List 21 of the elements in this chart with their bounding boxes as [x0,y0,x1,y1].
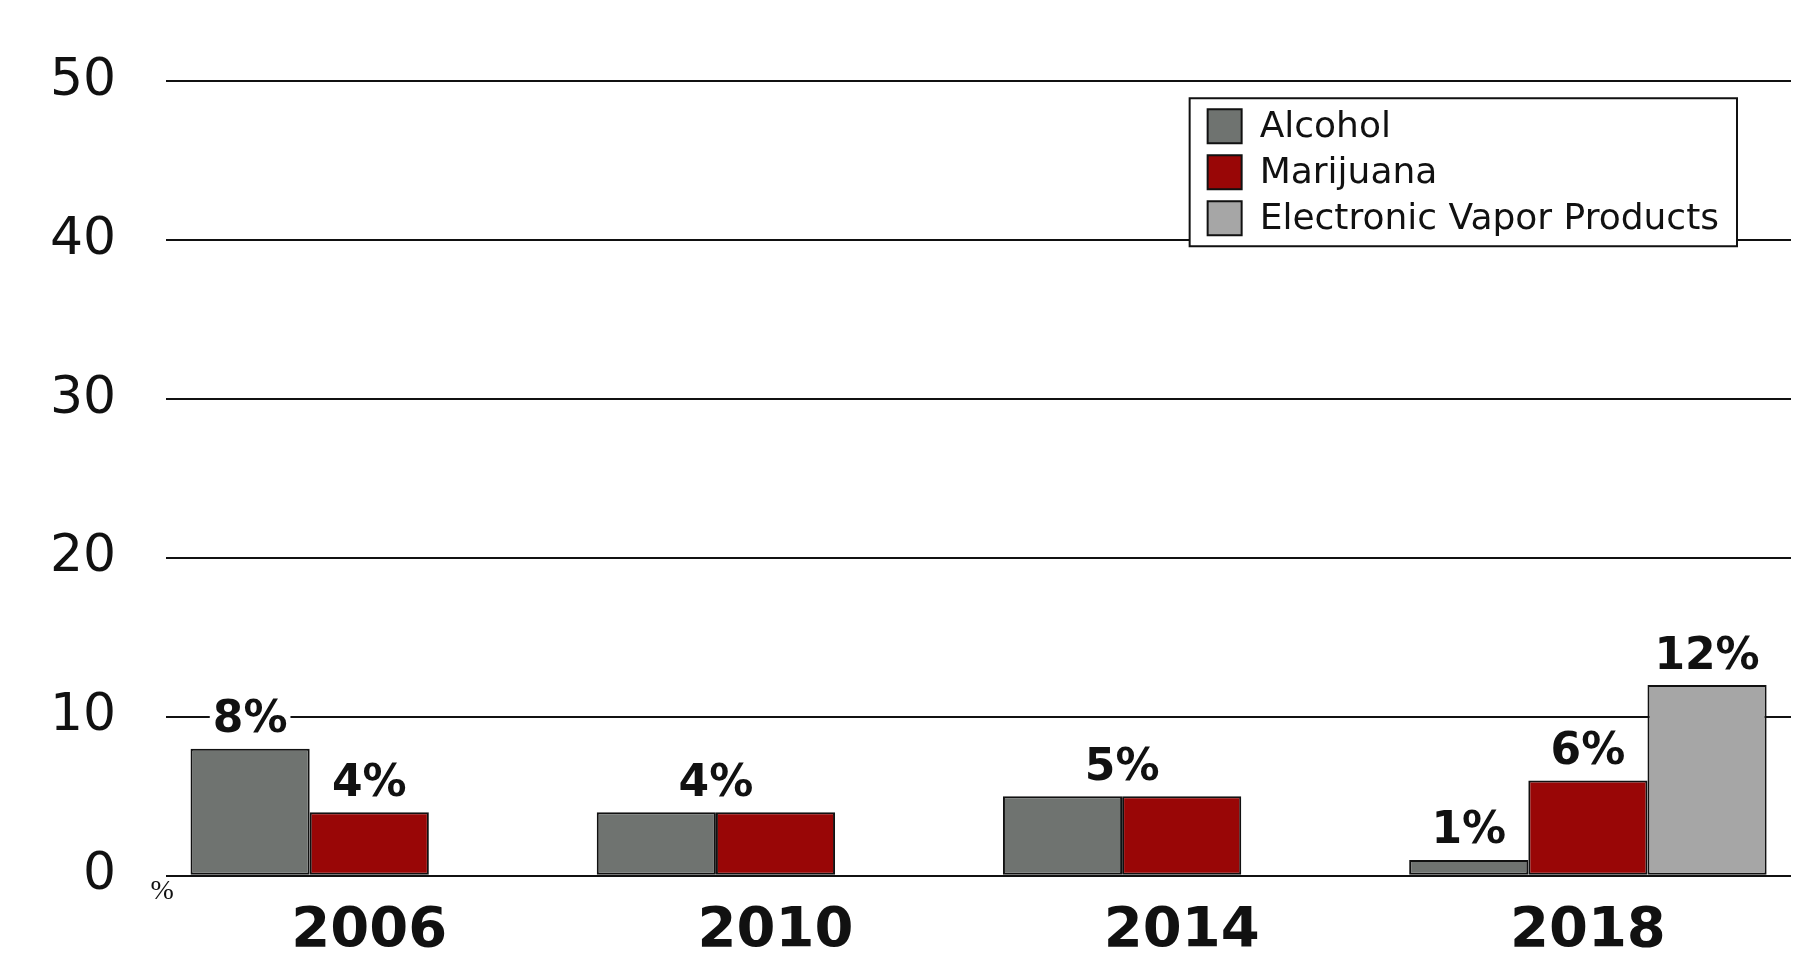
x-tick-label: 2014 [1103,893,1260,959]
data-label: 5% [1084,738,1160,790]
x-tick-label: 2006 [291,893,448,959]
legend-label: Alcohol [1259,103,1391,145]
data-label: 1% [1431,802,1507,854]
data-label: 8% [212,691,288,743]
y-axis-title: % [150,874,174,906]
data-label: 4% [678,754,754,806]
legend-label: Electronic Vapor Products [1259,195,1720,237]
y-tick-label: 50 [50,46,117,107]
y-tick-label: 20 [50,523,117,584]
y-tick-label: 40 [50,205,117,266]
y-tick-label: 0 [83,841,117,902]
x-tick-label: 2018 [1509,893,1666,959]
y-tick-label: 30 [50,364,117,425]
data-label: 12% [1654,627,1760,679]
data-label: 6% [1550,722,1626,774]
x-tick-label: 2010 [697,893,854,959]
data-label: 4% [331,754,407,806]
y-tick-label: 10 [50,682,117,743]
legend-label: Marijuana [1259,149,1438,191]
